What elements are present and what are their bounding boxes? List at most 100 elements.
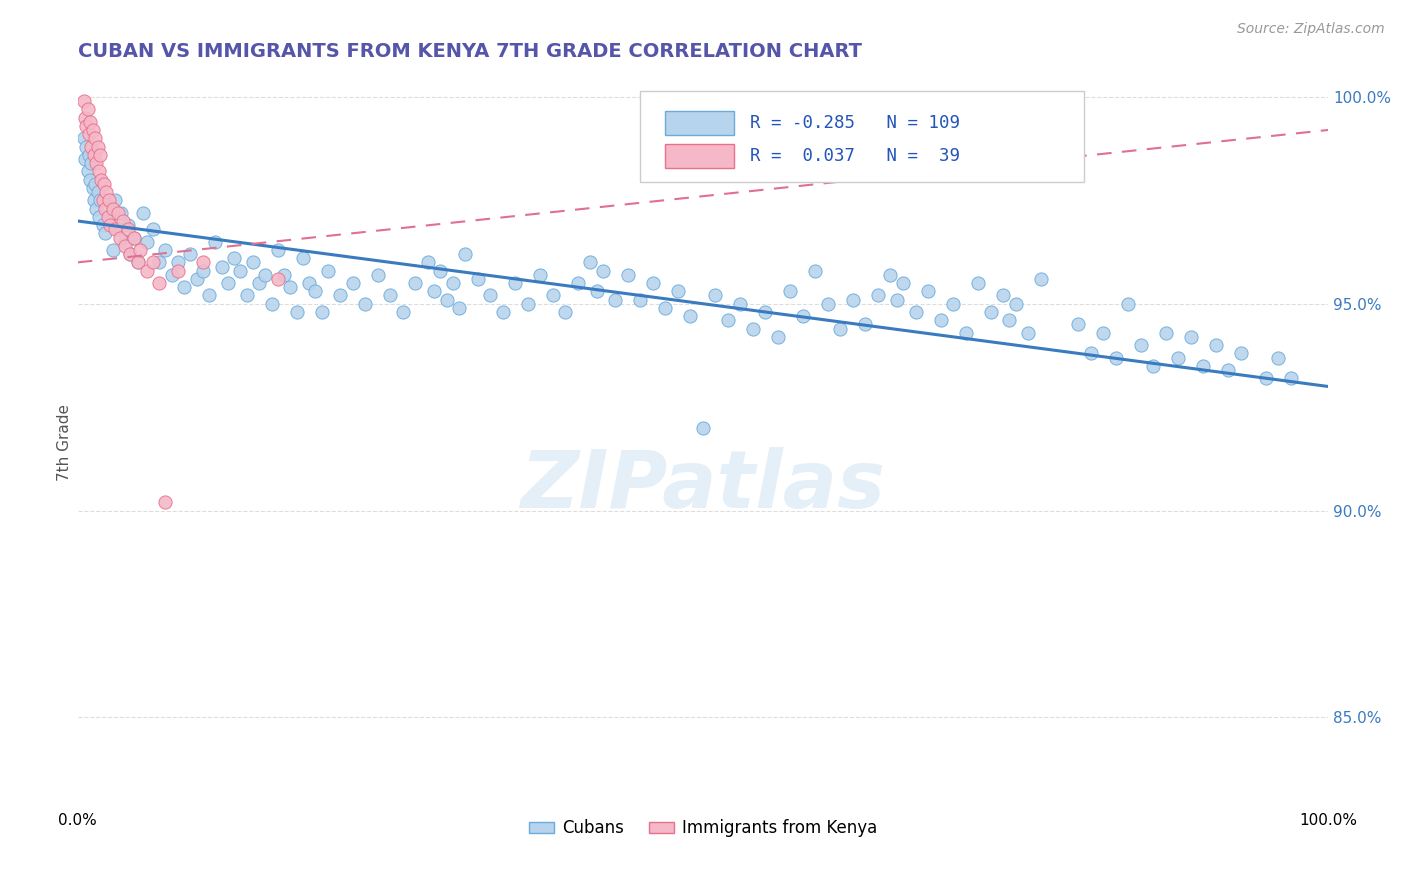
Point — [76, 164, 98, 178]
Point — [886, 293, 908, 307]
Point — [155, 495, 177, 509]
Point — [142, 255, 165, 269]
Point — [96, 185, 118, 199]
Point — [101, 202, 124, 216]
Point — [454, 247, 477, 261]
Text: R =  0.037   N =  39: R = 0.037 N = 39 — [751, 147, 960, 165]
Point — [73, 94, 96, 108]
Point — [654, 301, 676, 315]
Point — [127, 255, 149, 269]
Point — [155, 243, 177, 257]
Point — [83, 148, 105, 162]
Point — [917, 285, 939, 299]
Point — [129, 243, 152, 257]
Point — [179, 247, 201, 261]
Point — [148, 276, 170, 290]
Point — [186, 272, 208, 286]
Point — [83, 194, 105, 208]
Point — [91, 218, 114, 232]
Point — [91, 194, 114, 208]
Point — [142, 222, 165, 236]
Point — [217, 276, 239, 290]
Point — [467, 272, 489, 286]
Point — [842, 293, 865, 307]
FancyBboxPatch shape — [640, 91, 1084, 182]
Point — [76, 103, 98, 117]
Bar — [665, 145, 734, 168]
Point — [127, 255, 149, 269]
Point — [77, 148, 100, 162]
Point — [717, 313, 740, 327]
Point — [94, 202, 117, 216]
Point — [1004, 297, 1026, 311]
Point — [1067, 318, 1090, 332]
Point — [449, 301, 471, 315]
Point — [87, 139, 110, 153]
Point — [90, 172, 112, 186]
Point — [273, 268, 295, 282]
Point — [592, 263, 614, 277]
Point — [278, 280, 301, 294]
Point — [107, 205, 129, 219]
Point — [354, 297, 377, 311]
Point — [86, 202, 108, 216]
Point — [1216, 363, 1239, 377]
Point — [98, 194, 121, 208]
Point — [94, 227, 117, 241]
Point — [1029, 272, 1052, 286]
Point — [441, 276, 464, 290]
Point — [204, 235, 226, 249]
Point — [505, 276, 527, 290]
Point — [80, 156, 103, 170]
Point — [1080, 346, 1102, 360]
Point — [97, 210, 120, 224]
Point — [579, 255, 602, 269]
Point — [191, 255, 214, 269]
Point — [1104, 351, 1126, 365]
Point — [1267, 351, 1289, 365]
Point — [1254, 371, 1277, 385]
Point — [742, 321, 765, 335]
Point — [117, 222, 139, 236]
Y-axis label: 7th Grade: 7th Grade — [58, 404, 72, 481]
Point — [104, 222, 127, 236]
Point — [766, 330, 789, 344]
Point — [479, 288, 502, 302]
Point — [148, 255, 170, 269]
Point — [316, 263, 339, 277]
Point — [998, 313, 1021, 327]
Point — [75, 111, 97, 125]
Point — [73, 131, 96, 145]
Point — [76, 119, 98, 133]
Point — [704, 288, 727, 302]
Point — [554, 305, 576, 319]
Point — [89, 194, 111, 208]
Point — [392, 305, 415, 319]
Point — [229, 263, 252, 277]
Point — [1279, 371, 1302, 385]
Point — [605, 293, 627, 307]
Point — [855, 318, 877, 332]
Point — [830, 321, 852, 335]
Point — [84, 177, 107, 191]
Point — [211, 260, 233, 274]
Point — [1092, 326, 1115, 340]
Point — [817, 297, 839, 311]
Point — [198, 288, 221, 302]
Bar — [665, 112, 734, 135]
Point — [792, 309, 814, 323]
Point — [1205, 338, 1227, 352]
Point — [416, 255, 439, 269]
Point — [222, 251, 245, 265]
Point — [754, 305, 776, 319]
Point — [87, 210, 110, 224]
Point — [89, 148, 111, 162]
Point — [267, 272, 290, 286]
Point — [641, 276, 664, 290]
Text: ZIPatlas: ZIPatlas — [520, 447, 886, 525]
Point — [436, 293, 458, 307]
Point — [866, 288, 889, 302]
Point — [541, 288, 564, 302]
Point — [80, 139, 103, 153]
Point — [242, 255, 264, 269]
